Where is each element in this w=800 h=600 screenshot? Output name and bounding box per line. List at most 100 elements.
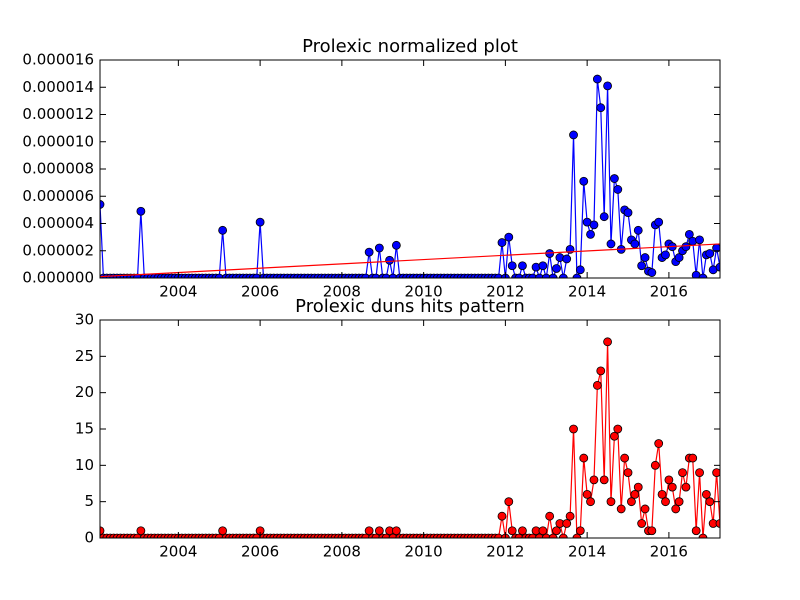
y-tick-label: 0.000008: [22, 160, 94, 178]
marker: [627, 497, 636, 507]
y-tick-label: 0.000002: [22, 241, 94, 259]
marker: [599, 475, 609, 485]
x-tick-label: 2012: [486, 543, 524, 561]
chart-title: Prolexic duns hits pattern: [295, 296, 525, 317]
y-tick-label: 15: [75, 420, 94, 438]
marker: [579, 176, 589, 186]
marker: [538, 261, 548, 271]
series-line: [100, 243, 720, 278]
y-tick-label: 0.000014: [22, 78, 94, 96]
marker: [582, 489, 592, 499]
marker: [100, 526, 105, 536]
y-tick-label: 0.000004: [22, 214, 94, 232]
marker: [633, 225, 643, 235]
x-tick-label: 2010: [405, 283, 443, 301]
marker: [695, 235, 704, 245]
marker: [494, 273, 503, 278]
y-tick-label: 10: [75, 456, 94, 474]
y-tick-label: 0.000010: [22, 132, 94, 150]
marker: [620, 453, 630, 463]
marker: [541, 533, 551, 538]
marker: [569, 424, 578, 434]
marker: [637, 261, 647, 271]
marker: [548, 273, 558, 278]
marker: [518, 526, 527, 536]
y-tick-label: 0.000000: [22, 269, 94, 287]
marker: [592, 74, 602, 84]
marker: [715, 519, 720, 528]
marker: [698, 273, 708, 278]
marker: [688, 453, 698, 463]
marker: [504, 497, 514, 507]
marker: [623, 208, 633, 218]
y-tick-label: 0.000006: [22, 187, 94, 205]
marker: [674, 253, 684, 262]
y-tick-label: 0.000012: [22, 105, 94, 123]
marker: [705, 497, 715, 507]
marker: [552, 526, 561, 536]
marker: [100, 200, 105, 209]
x-tick-label: 2014: [568, 543, 606, 561]
marker: [671, 504, 681, 514]
marker: [562, 254, 572, 264]
marker: [569, 130, 578, 140]
x-tick-label: 2008: [323, 543, 361, 561]
marker: [381, 273, 391, 278]
plot-area: [100, 74, 720, 278]
marker: [535, 533, 544, 538]
marker: [610, 174, 619, 183]
marker: [388, 533, 398, 538]
marker: [565, 511, 575, 521]
marker: [596, 103, 606, 113]
marker: [381, 533, 391, 538]
x-tick-label: 2012: [486, 283, 524, 301]
marker: [603, 81, 612, 91]
marker: [691, 526, 701, 536]
marker: [214, 273, 224, 278]
marker: [572, 273, 582, 278]
marker: [654, 439, 664, 448]
marker: [514, 273, 524, 278]
y-tick-label: 30: [75, 311, 94, 329]
x-tick-label: 2004: [159, 543, 197, 561]
marker: [647, 526, 657, 536]
marker: [575, 526, 585, 536]
marker: [541, 273, 551, 278]
marker: [603, 337, 612, 347]
marker: [674, 497, 684, 507]
marker: [640, 504, 650, 514]
marker: [504, 232, 514, 242]
marker: [545, 511, 555, 521]
marker: [586, 497, 595, 507]
marker: [371, 533, 381, 538]
marker: [654, 217, 664, 227]
marker: [133, 533, 142, 538]
marker: [371, 273, 381, 278]
x-tick-label: 2010: [405, 543, 443, 561]
marker: [579, 453, 589, 463]
x-tick-label: 2006: [241, 283, 279, 301]
series-line: [100, 341, 720, 538]
marker: [252, 533, 262, 538]
marker: [388, 273, 398, 278]
marker: [599, 212, 609, 222]
marker: [667, 482, 677, 492]
marker: [507, 526, 517, 536]
x-tick-label: 2016: [650, 283, 688, 301]
marker: [252, 273, 262, 278]
marker: [374, 243, 384, 253]
chart-title: Prolexic normalized plot: [302, 36, 518, 57]
x-tick-label: 2008: [323, 283, 361, 301]
marker: [572, 533, 582, 538]
marker: [528, 533, 538, 538]
marker: [214, 533, 224, 538]
axes-frame: [99, 319, 721, 539]
marker: [705, 249, 715, 258]
marker: [548, 533, 558, 538]
marker: [575, 265, 585, 275]
marker: [664, 475, 674, 485]
marker: [616, 504, 626, 514]
marker: [613, 185, 623, 194]
y-tick-label: 20: [75, 383, 94, 401]
marker: [681, 482, 691, 492]
